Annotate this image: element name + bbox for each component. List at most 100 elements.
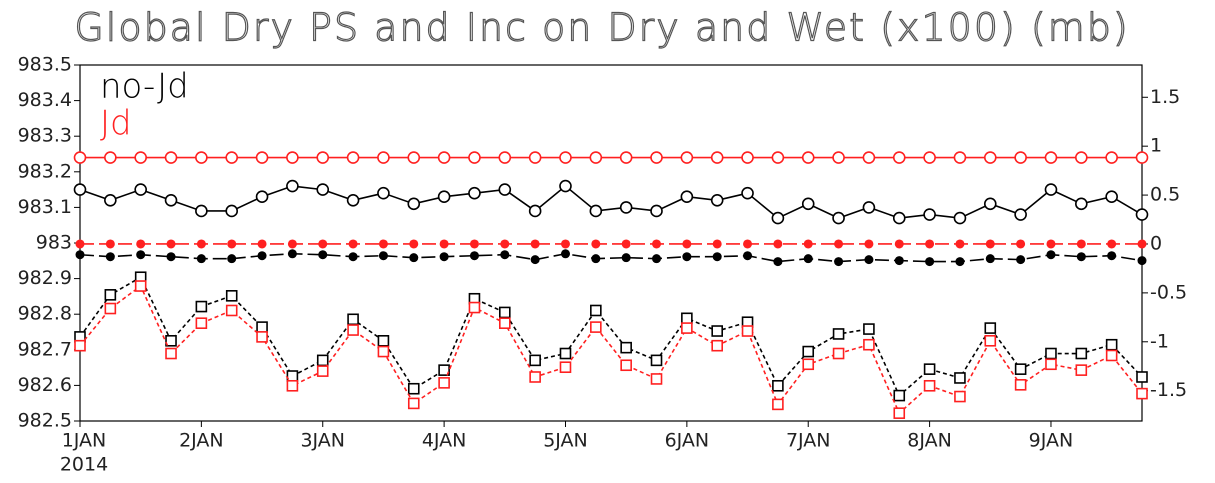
marker <box>589 151 603 164</box>
marker <box>925 257 935 267</box>
marker <box>286 179 299 193</box>
marker <box>286 379 299 392</box>
plot-frame <box>79 64 1143 422</box>
marker <box>773 239 783 249</box>
marker <box>1136 371 1148 383</box>
marker <box>469 251 479 261</box>
marker <box>955 239 965 249</box>
marker <box>892 211 906 225</box>
marker <box>104 193 117 207</box>
marker <box>227 239 237 249</box>
marker <box>953 151 967 164</box>
y-tick-label: 983.3 <box>18 125 72 147</box>
marker <box>863 338 875 351</box>
marker <box>923 379 936 392</box>
marker <box>498 317 511 329</box>
marker <box>681 312 693 325</box>
marker <box>1076 252 1086 262</box>
marker <box>680 190 694 204</box>
marker <box>923 208 936 221</box>
marker <box>712 239 722 249</box>
marker <box>407 397 420 410</box>
marker <box>1105 151 1118 164</box>
marker <box>437 190 451 204</box>
marker <box>1107 239 1117 249</box>
marker <box>316 354 329 367</box>
marker <box>710 151 724 164</box>
y-tick-label: 982.7 <box>18 338 72 360</box>
marker <box>711 325 724 337</box>
marker <box>893 407 906 419</box>
marker <box>409 253 419 263</box>
marker <box>407 382 420 395</box>
marker <box>468 301 481 314</box>
marker <box>498 183 512 196</box>
marker <box>347 324 359 336</box>
y2-tick-label: -1.5 <box>1150 379 1187 401</box>
marker <box>771 211 785 225</box>
marker <box>165 335 177 347</box>
marker <box>984 322 997 334</box>
marker <box>134 280 147 292</box>
marker <box>1075 151 1088 164</box>
chart-title: Global Dry PS and Inc on Dry and Wet (x1… <box>74 6 1129 50</box>
marker <box>894 256 904 266</box>
marker <box>923 151 936 164</box>
legend-entry: Jd <box>100 104 132 144</box>
marker <box>530 255 540 265</box>
marker <box>73 183 87 196</box>
marker <box>1135 208 1149 221</box>
y-tick-label: 982.9 <box>18 267 72 289</box>
marker <box>1016 255 1026 265</box>
marker <box>894 239 904 249</box>
marker <box>773 257 783 267</box>
marker <box>105 252 115 262</box>
y-tick-label: 983.1 <box>18 196 72 218</box>
marker <box>650 354 663 367</box>
x-tick-label: 5JAN <box>543 430 588 452</box>
marker <box>925 239 935 249</box>
marker <box>528 151 542 164</box>
marker <box>500 250 510 260</box>
marker <box>863 323 875 335</box>
marker <box>104 289 117 301</box>
marker <box>772 379 784 392</box>
marker <box>165 347 177 360</box>
marker <box>834 239 844 249</box>
marker <box>377 335 390 347</box>
marker <box>346 193 360 207</box>
marker <box>1076 239 1086 249</box>
marker <box>834 257 844 267</box>
marker <box>743 239 753 249</box>
marker <box>195 151 208 164</box>
marker <box>864 239 874 249</box>
marker <box>803 239 813 249</box>
marker <box>227 254 237 264</box>
marker <box>256 331 268 343</box>
marker <box>559 151 572 164</box>
marker <box>286 151 299 164</box>
series-line <box>79 284 1143 415</box>
marker <box>166 252 176 262</box>
marker <box>1136 387 1148 400</box>
marker <box>318 250 328 260</box>
marker <box>318 239 328 249</box>
marker <box>590 304 602 317</box>
marker <box>1137 239 1147 249</box>
x-sublabel: 2014 <box>60 454 108 476</box>
marker <box>287 249 297 259</box>
marker <box>500 239 510 249</box>
marker <box>743 251 753 261</box>
marker <box>619 201 633 214</box>
marker <box>650 204 663 218</box>
series-line <box>79 276 1143 397</box>
marker <box>893 389 906 402</box>
marker <box>378 251 388 261</box>
marker <box>316 183 330 196</box>
marker <box>195 300 208 313</box>
marker <box>225 204 239 218</box>
y-tick-label: 983.2 <box>18 160 72 182</box>
marker <box>1137 256 1147 266</box>
marker <box>985 239 995 249</box>
